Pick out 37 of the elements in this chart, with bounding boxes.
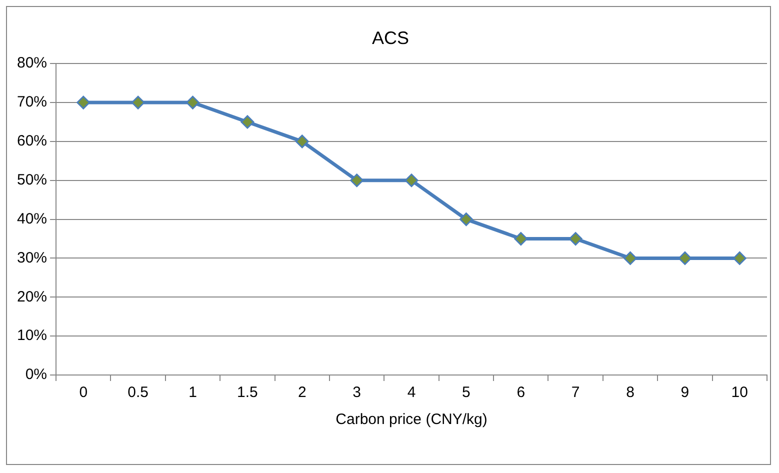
point [568, 232, 582, 246]
point [76, 96, 90, 110]
point [459, 212, 473, 226]
point [404, 174, 418, 188]
x-tick-label: 4 [407, 384, 416, 402]
chart-title: ACS [372, 28, 410, 48]
y-tick-label: 30% [16, 249, 48, 266]
y-tick-label: 60% [16, 132, 48, 150]
x-tick-label: 0.5 [128, 384, 148, 402]
x-tick-label: 3 [352, 384, 361, 402]
y-tick-label: 50% [16, 172, 48, 189]
x-tick-label: 2 [298, 384, 306, 402]
point [350, 174, 364, 188]
x-tick-label: 6 [516, 384, 526, 402]
point [240, 115, 254, 129]
x-tick-label: 9 [680, 384, 690, 402]
point [295, 134, 309, 148]
x-tick-label: 5 [462, 384, 470, 402]
x-tick-label: 0 [79, 384, 88, 402]
point [624, 251, 638, 265]
y-tick-label: 40% [16, 210, 48, 228]
x-tick-label: 10 [731, 384, 748, 402]
point [678, 251, 692, 265]
x-tick-label: 7 [571, 384, 580, 402]
y-tick-label: 70% [16, 94, 48, 111]
x-tick-label: 8 [626, 384, 634, 402]
y-tick-label: 10% [16, 327, 48, 344]
x-tick-label: 1 [188, 384, 197, 402]
y-tick-label: 0% [25, 366, 48, 384]
y-tick-label: 20% [16, 288, 48, 306]
point [186, 96, 200, 110]
y-tick-label: 80% [16, 54, 48, 72]
x-tick-label: 1.5 [237, 384, 258, 402]
point [131, 96, 145, 110]
point [514, 232, 528, 246]
x-axis-title: Carbon price (CNY/kg) [336, 411, 488, 428]
point [732, 251, 746, 265]
